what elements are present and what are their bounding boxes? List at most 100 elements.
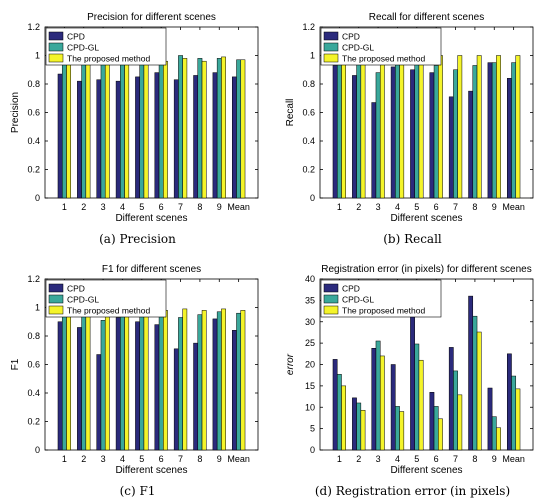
bar-cpd (173, 79, 179, 199)
y-tick-label: 1.2 (27, 22, 40, 32)
bar-the-proposed-method (496, 427, 501, 451)
x-tick-label: 5 (139, 202, 144, 212)
legend-swatch (48, 283, 64, 293)
y-tick-label: 0.4 (27, 136, 40, 146)
bar-cpd (429, 392, 435, 451)
x-tick-label: Mean (502, 454, 525, 464)
legend-swatch (48, 42, 64, 52)
bar-the-proposed-method (124, 59, 130, 199)
x-tick-label: 5 (414, 202, 419, 212)
bar-cpd (487, 387, 493, 451)
bar-cpd-gl (433, 65, 439, 199)
recall-caption: (b) Recall (383, 232, 442, 246)
legend-swatch (48, 31, 64, 41)
y-tick-label: 0 (35, 445, 40, 455)
bar-the-proposed-method (66, 308, 72, 451)
bar-the-proposed-method (163, 60, 168, 199)
y-tick-label: 0 (310, 445, 315, 455)
bar-the-proposed-method (515, 55, 521, 199)
bar-the-proposed-method (85, 56, 91, 199)
bar-cpd-gl (197, 58, 203, 199)
x-tick-label: 1 (62, 454, 67, 464)
legend-label: CPD (67, 284, 85, 294)
bar-the-proposed-method (124, 308, 130, 451)
bar-the-proposed-method (143, 60, 149, 199)
bar-cpd (506, 353, 512, 451)
bar-cpd (468, 295, 474, 451)
x-axis-label: Different scenes (115, 465, 187, 476)
bar-cpd (96, 79, 102, 199)
y-tick-label: 0.8 (302, 79, 315, 89)
x-axis-label: Different scenes (115, 213, 187, 224)
x-tick-label: 6 (434, 202, 439, 212)
bar-cpd-gl (216, 311, 222, 451)
legend-label: CPD-GL (342, 43, 374, 53)
bar-cpd-gl (356, 402, 362, 451)
x-tick-label: Mean (227, 202, 250, 212)
bar-cpd (173, 348, 179, 451)
y-axis-label: Recall (285, 99, 296, 127)
bar-the-proposed-method (221, 308, 226, 451)
f1-chart: F1 for different scenes 0 0.2 0.4 0.6 0.8 1 1.2… (10, 264, 259, 476)
x-tick-label: 7 (453, 454, 458, 464)
bar-cpd-gl (472, 315, 478, 451)
x-tick-label: Mean (502, 202, 525, 212)
x-tick-label: 5 (139, 454, 144, 464)
bar-the-proposed-method (476, 55, 482, 199)
bar-cpd-gl (433, 406, 439, 451)
bar-cpd (154, 72, 160, 199)
bar-the-proposed-method (418, 359, 424, 451)
bar-cpd-gl (336, 60, 342, 199)
bar-the-proposed-method (240, 59, 246, 199)
y-tick-label: 0.8 (27, 79, 40, 89)
legend-label: The proposed method (67, 306, 150, 316)
bar-cpd-gl (375, 72, 381, 199)
bar-cpd (410, 310, 415, 451)
bar-cpd (487, 62, 493, 199)
precision-caption: (a) Precision (99, 232, 176, 246)
bar-cpd-gl (120, 310, 125, 451)
bar-the-proposed-method (182, 308, 188, 451)
bar-the-proposed-method (341, 55, 347, 199)
bar-cpd-gl (356, 55, 362, 199)
bar-cpd-gl (453, 69, 458, 199)
bar-the-proposed-method (418, 55, 424, 199)
f1-caption: (c) F1 (119, 484, 156, 498)
legend-box (45, 279, 167, 318)
bar-the-proposed-method (240, 310, 246, 451)
y-tick-label: 0 (35, 193, 40, 203)
bar-cpd-gl (236, 312, 242, 451)
bar-the-proposed-method (201, 310, 207, 451)
x-tick-label: 5 (414, 454, 419, 464)
bar-cpd-gl (395, 406, 400, 451)
legend-label: CPD (342, 32, 360, 42)
bar-cpd-gl (139, 314, 145, 451)
legend-label: CPD (67, 32, 85, 42)
x-tick-label: 9 (492, 454, 497, 464)
bar-cpd (135, 321, 140, 451)
bar-cpd (193, 342, 199, 451)
x-axis-label: Different scenes (390, 465, 462, 476)
legend-swatch (323, 294, 339, 304)
bar-cpd (154, 324, 160, 451)
x-tick-label: 3 (376, 454, 381, 464)
y-tick-label: 15 (305, 381, 315, 391)
bar-the-proposed-method (104, 311, 110, 451)
bar-the-proposed-method (85, 308, 91, 451)
bar-the-proposed-method (399, 411, 405, 451)
y-tick-label: 0.6 (27, 108, 40, 118)
bar-the-proposed-method (341, 385, 347, 451)
bar-cpd (77, 80, 82, 199)
x-tick-label: 4 (395, 202, 400, 212)
bar-cpd (448, 347, 454, 451)
bar-the-proposed-method (515, 388, 521, 451)
legend-swatch (323, 283, 339, 293)
bar-cpd (352, 75, 357, 199)
x-tick-label: 1 (62, 202, 67, 212)
y-tick-label: 1.2 (302, 22, 315, 32)
f1-chart-panel: F1 for different scenes 0 0.2 0.4 0.6 0.8 1 1.2… (0, 252, 275, 504)
bar-cpd-gl (61, 58, 67, 199)
chart-title: Recall for different scenes (369, 12, 484, 23)
bar-cpd (231, 330, 237, 451)
bar-cpd-gl (81, 58, 87, 199)
